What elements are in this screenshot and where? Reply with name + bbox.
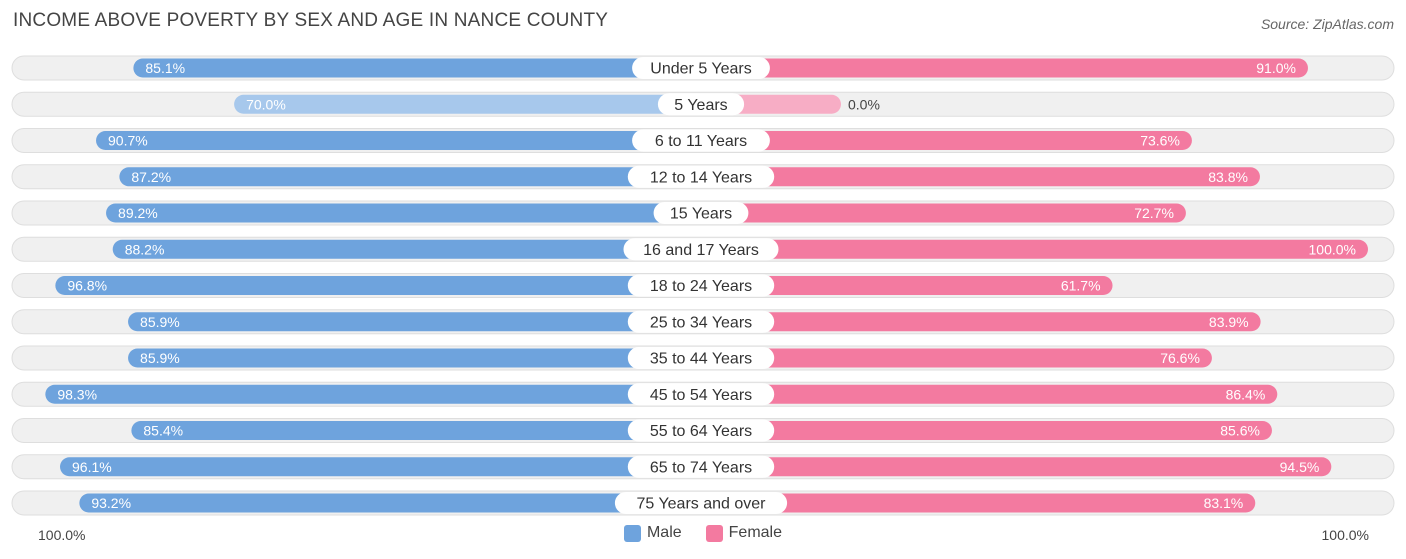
data-label-female: 73.6% xyxy=(1140,133,1180,149)
category-label: 6 to 11 Years xyxy=(655,133,747,150)
category-pill xyxy=(623,238,779,261)
data-label-male: 98.3% xyxy=(57,386,97,402)
legend: Male Female xyxy=(0,524,1406,542)
data-label-female: 100.0% xyxy=(1309,241,1356,257)
data-label-female: 85.6% xyxy=(1220,423,1260,439)
category-pill xyxy=(632,129,770,152)
bar-male xyxy=(79,493,701,513)
bar-female xyxy=(701,457,1332,477)
category-label: 55 to 64 Years xyxy=(650,423,752,440)
bar-male xyxy=(106,203,701,223)
bar-female xyxy=(701,348,1212,368)
category-label: 75 Years and over xyxy=(637,496,767,513)
axis-right-label: 100.0% xyxy=(1321,527,1369,543)
data-label-female: 61.7% xyxy=(1061,278,1101,294)
data-label-male: 89.2% xyxy=(118,205,158,221)
bar-male xyxy=(45,384,702,404)
bar-female xyxy=(701,493,1256,513)
data-label-female: 94.5% xyxy=(1280,459,1320,475)
bar-male xyxy=(128,348,701,368)
category-label: 25 to 34 Years xyxy=(650,314,752,331)
category-label: 16 and 17 Years xyxy=(643,242,759,259)
category-label: 12 to 14 Years xyxy=(650,169,752,186)
data-label-female: 72.7% xyxy=(1134,205,1174,221)
data-label-female: 86.4% xyxy=(1226,386,1266,402)
bar-female xyxy=(701,58,1308,78)
legend-label-male: Male xyxy=(646,524,682,541)
category-pill xyxy=(632,57,770,79)
category-pill xyxy=(627,165,775,188)
data-label-male: 85.4% xyxy=(143,423,183,439)
data-label-male: 90.7% xyxy=(108,133,148,149)
bar-male xyxy=(133,58,701,78)
bar-male xyxy=(234,94,701,114)
category-pill xyxy=(627,347,775,369)
data-label-female: 0.0% xyxy=(848,96,880,112)
data-label-male: 88.2% xyxy=(125,241,165,257)
data-label-male: 85.9% xyxy=(140,314,180,330)
chart-title: INCOME ABOVE POVERTY BY SEX AND AGE IN N… xyxy=(13,10,609,31)
data-label-female: 83.1% xyxy=(1204,495,1244,511)
bar-female xyxy=(701,276,1113,295)
category-pill xyxy=(614,492,788,514)
data-label-female: 83.9% xyxy=(1209,314,1249,330)
bar-male xyxy=(60,457,701,477)
category-label: 15 Years xyxy=(670,206,732,223)
legend-swatch-male xyxy=(623,524,641,542)
category-pill xyxy=(627,274,775,297)
source-note: Source: ZipAtlas.com xyxy=(1260,16,1394,32)
bar-female xyxy=(701,131,1192,150)
bar-male xyxy=(96,131,701,150)
data-label-male: 96.8% xyxy=(67,278,107,294)
axis-left-label: 100.0% xyxy=(38,527,86,543)
category-pill xyxy=(627,419,775,442)
legend-label-female: Female xyxy=(728,524,783,541)
category-label: 45 to 54 Years xyxy=(650,387,752,404)
category-pill xyxy=(657,93,745,116)
data-label-female: 76.6% xyxy=(1160,350,1200,366)
bar-male xyxy=(119,167,702,187)
legend-item-female: Female xyxy=(705,524,783,542)
data-label-male: 87.2% xyxy=(131,169,171,185)
category-label: 65 to 74 Years xyxy=(650,459,752,476)
bar-male xyxy=(131,421,701,440)
data-label-female: 91.0% xyxy=(1256,60,1296,76)
data-label-male: 96.1% xyxy=(72,459,112,475)
bar-female xyxy=(701,239,1368,259)
legend-swatch-female xyxy=(705,524,723,542)
category-label: Under 5 Years xyxy=(650,61,751,78)
data-label-male: 70.0% xyxy=(246,96,286,112)
category-pill xyxy=(653,202,749,224)
bar-female xyxy=(701,421,1272,440)
data-label-male: 85.1% xyxy=(145,60,185,76)
category-label: 18 to 24 Years xyxy=(650,278,752,295)
legend-item-male: Male xyxy=(623,524,682,542)
bar-female xyxy=(701,312,1261,332)
diverging-bar-chart: 85.1% 91.0% Under 5 Years 70.0% 0.0% 5 Years 9… xyxy=(11,55,1395,516)
category-pill xyxy=(627,455,775,478)
data-label-male: 93.2% xyxy=(91,495,131,511)
bar-male xyxy=(112,239,702,259)
data-label-female: 83.8% xyxy=(1208,169,1248,185)
category-pill xyxy=(627,383,775,406)
bar-male xyxy=(128,312,701,332)
bar-female xyxy=(701,167,1260,187)
bar-male xyxy=(55,276,702,295)
category-pill xyxy=(627,310,775,333)
category-label: 5 Years xyxy=(674,97,727,114)
bar-female xyxy=(701,203,1186,223)
category-label: 35 to 44 Years xyxy=(650,351,752,368)
bar-female xyxy=(701,384,1278,404)
data-label-male: 85.9% xyxy=(140,350,180,366)
